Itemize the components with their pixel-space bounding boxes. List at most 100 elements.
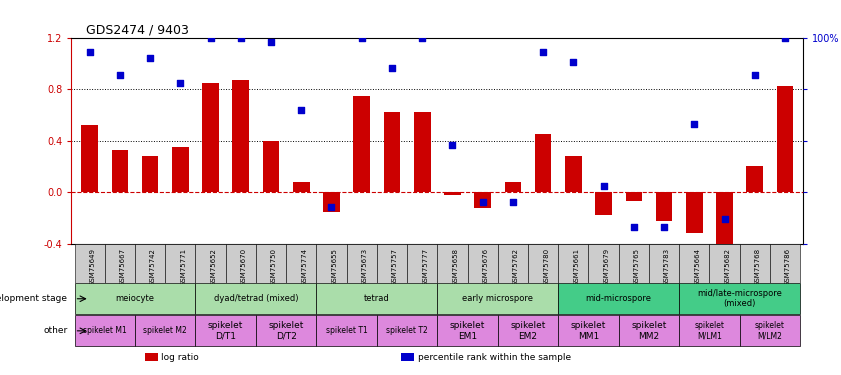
Bar (256, 315, 316, 346)
Text: spikelet
D/T1: spikelet D/T1 (208, 321, 243, 340)
Point (597, 183, 611, 189)
Bar (717, 192, 733, 259)
Bar (444, 192, 461, 195)
Text: GSM75658: GSM75658 (452, 248, 458, 286)
Bar (437, 244, 468, 283)
Bar (195, 315, 256, 346)
Bar (686, 192, 702, 233)
Text: dyad/tetrad (mixed): dyad/tetrad (mixed) (214, 294, 299, 303)
Bar (528, 244, 558, 283)
Bar (75, 315, 135, 346)
Text: development stage: development stage (0, 294, 67, 303)
Point (234, 34, 247, 40)
Text: percentile rank within the sample: percentile rank within the sample (418, 352, 571, 362)
Bar (740, 315, 800, 346)
Text: GSM75765: GSM75765 (634, 248, 640, 286)
Bar (740, 244, 770, 283)
Bar (286, 244, 316, 283)
Bar (105, 244, 135, 283)
Text: spikelet T1: spikelet T1 (325, 326, 368, 335)
Bar (165, 244, 195, 283)
Bar (619, 315, 680, 346)
Point (446, 142, 459, 148)
Text: spikelet
MM2: spikelet MM2 (632, 321, 667, 340)
Point (83, 49, 97, 55)
Point (204, 34, 217, 40)
Point (476, 200, 489, 206)
Text: GSM75682: GSM75682 (725, 248, 731, 286)
Bar (145, 353, 158, 361)
Bar (316, 315, 377, 346)
Point (627, 224, 641, 230)
Bar (195, 244, 225, 283)
Bar (437, 315, 498, 346)
Bar (256, 244, 286, 283)
Bar (437, 284, 558, 314)
Bar (535, 134, 552, 192)
Text: GDS2474 / 9403: GDS2474 / 9403 (86, 23, 189, 36)
Text: GSM75676: GSM75676 (483, 248, 489, 286)
Bar (619, 244, 649, 283)
Bar (558, 284, 680, 314)
Bar (558, 244, 589, 283)
Bar (468, 244, 498, 283)
Point (567, 59, 580, 65)
Text: GSM75750: GSM75750 (271, 248, 277, 286)
Bar (172, 147, 188, 192)
Text: mid-microspore: mid-microspore (585, 294, 652, 303)
Text: mid/late-microspore
(mixed): mid/late-microspore (mixed) (697, 289, 782, 309)
Point (114, 72, 127, 78)
Bar (75, 244, 105, 283)
Text: GSM75774: GSM75774 (301, 248, 307, 286)
Bar (407, 244, 437, 283)
Bar (400, 353, 414, 361)
Text: GSM75670: GSM75670 (241, 248, 246, 286)
Text: GSM75780: GSM75780 (543, 248, 549, 286)
Text: GSM75783: GSM75783 (664, 248, 670, 286)
Bar (316, 244, 346, 283)
Text: GSM75786: GSM75786 (785, 248, 791, 286)
Bar (316, 284, 437, 314)
Bar (680, 315, 740, 346)
Bar (82, 125, 98, 192)
Bar (680, 284, 800, 314)
Bar (383, 112, 400, 192)
Text: GSM75661: GSM75661 (574, 248, 579, 286)
Point (355, 34, 368, 40)
Text: spikelet
D/T2: spikelet D/T2 (268, 321, 304, 340)
Bar (498, 244, 528, 283)
Text: spikelet
EM2: spikelet EM2 (510, 321, 546, 340)
Bar (112, 150, 128, 192)
Bar (135, 244, 165, 283)
Bar (346, 244, 377, 283)
Point (748, 72, 761, 78)
Point (385, 65, 399, 71)
Text: meiocyte: meiocyte (115, 294, 155, 303)
Bar (770, 244, 800, 283)
Text: GSM75679: GSM75679 (604, 248, 610, 286)
Bar (323, 192, 340, 211)
Point (688, 121, 701, 127)
Bar (505, 182, 521, 192)
Text: GSM75652: GSM75652 (210, 248, 217, 285)
Point (294, 106, 308, 112)
Text: GSM75649: GSM75649 (90, 248, 96, 286)
Text: GSM75777: GSM75777 (422, 248, 428, 286)
Text: other: other (43, 326, 67, 335)
Bar (589, 244, 619, 283)
Text: GSM75742: GSM75742 (150, 248, 156, 285)
Text: spikelet T2: spikelet T2 (386, 326, 428, 335)
Text: log ratio: log ratio (161, 352, 199, 362)
Bar (565, 156, 582, 192)
Point (658, 224, 671, 230)
Bar (353, 96, 370, 192)
Text: GSM75757: GSM75757 (392, 248, 398, 286)
Bar (135, 315, 195, 346)
Text: tetrad: tetrad (364, 294, 389, 303)
Text: spikelet
M/LM2: spikelet M/LM2 (755, 321, 785, 340)
Point (537, 49, 550, 55)
Text: GSM75664: GSM75664 (695, 248, 701, 286)
Bar (232, 80, 249, 192)
Point (143, 55, 156, 61)
Text: early microspore: early microspore (463, 294, 533, 303)
